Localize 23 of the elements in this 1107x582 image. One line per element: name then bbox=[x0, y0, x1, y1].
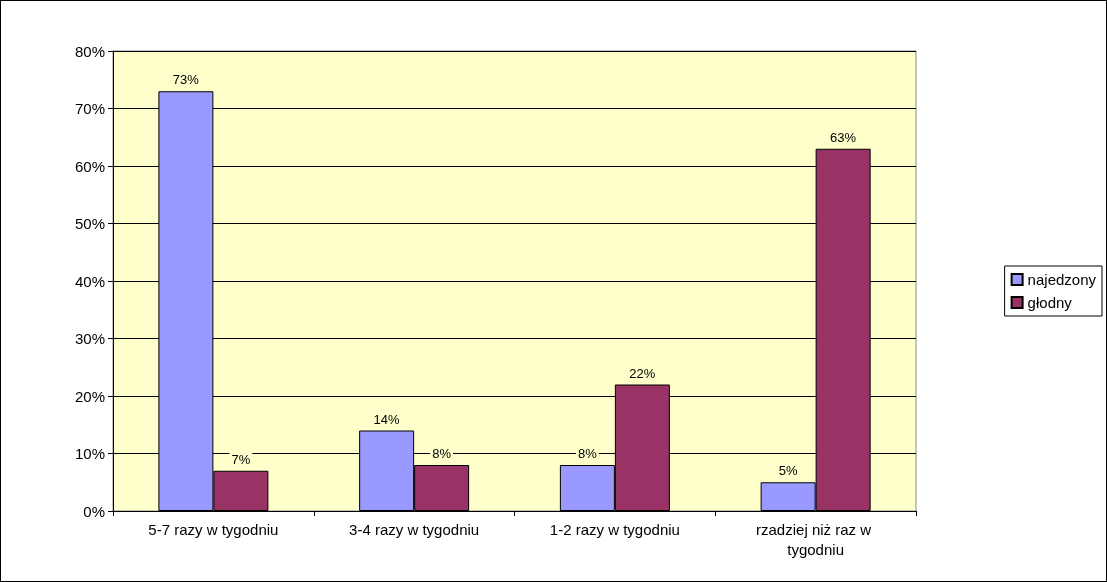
data-label: 63% bbox=[830, 129, 857, 145]
y-tick-label: 70% bbox=[74, 100, 105, 117]
legend-label: najedzony bbox=[1027, 271, 1097, 288]
x-tick-label: rzadziej niż raz w tygodniu bbox=[756, 520, 876, 558]
data-label: 73% bbox=[172, 72, 200, 88]
x-tick-label: 5-7 razy w tygodniu bbox=[148, 520, 279, 538]
y-tick-label: 20% bbox=[74, 387, 105, 405]
y-tick-label: 30% bbox=[74, 330, 105, 347]
y-tick-label: 40% bbox=[74, 272, 105, 290]
data-label: 8% bbox=[577, 446, 598, 461]
data-label: 22% bbox=[629, 365, 656, 381]
x-tick-label: 1-2 razy w tygodniu bbox=[549, 520, 680, 538]
legend-label: głodny bbox=[1027, 294, 1073, 311]
data-label: 5% bbox=[778, 463, 798, 479]
y-tick-label: 0% bbox=[83, 502, 105, 520]
y-tick-label: 80% bbox=[74, 42, 105, 60]
y-tick-label: 50% bbox=[74, 215, 105, 232]
y-tick-label: 60% bbox=[74, 157, 105, 175]
y-tick-label: 10% bbox=[74, 445, 105, 462]
data-label: 14% bbox=[373, 411, 401, 427]
x-tick-label: 3-4 razy w tygodniu bbox=[349, 520, 480, 538]
data-label: 7% bbox=[231, 451, 251, 467]
data-label: 8% bbox=[432, 446, 452, 461]
